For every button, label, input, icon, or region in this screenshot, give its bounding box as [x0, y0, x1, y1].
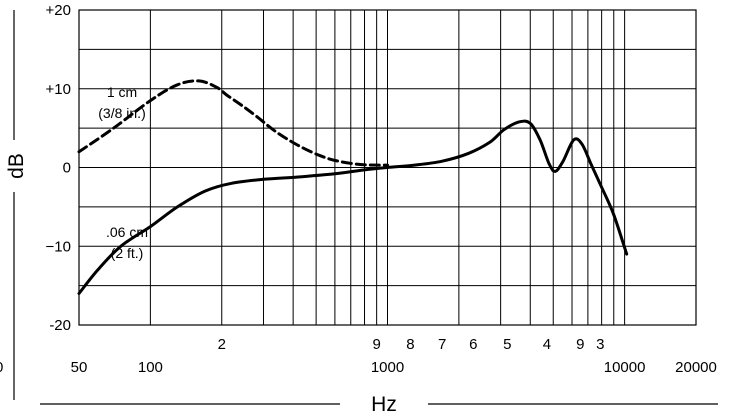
annotation-1cm-line1: 1 cm [107, 84, 137, 100]
x-minor-label: 4 [543, 336, 551, 353]
x-tick-label: 1000 [371, 359, 404, 376]
x-minor-label: 9 [576, 336, 584, 353]
annotation-1cm-line2: (3/8 in.) [98, 105, 145, 121]
curves [77, 79, 629, 295]
y-tick-label: 0 [63, 160, 71, 177]
x-tick-label: 20 [0, 359, 3, 376]
y-tick-label: +10 [46, 81, 71, 98]
curve-1cm-dashed [77, 79, 389, 167]
x-tick-label: 10000 [604, 359, 646, 376]
x-minor-label: 7 [438, 336, 446, 353]
y-axis-label: dB [5, 153, 28, 179]
y-tick-label: +20 [46, 2, 71, 19]
x-minor-label: 3 [596, 336, 604, 353]
x-minor-label: 9 [372, 336, 380, 353]
y-tick-label: −10 [46, 238, 71, 255]
curve-06cm-solid [77, 119, 629, 295]
x-tick-label: 20000 [675, 359, 717, 376]
annotation-06cm-line2: (2 ft.) [111, 245, 144, 261]
plot-frame [78, 9, 697, 326]
y-tick-label: -20 [49, 317, 71, 334]
x-minor-label: 5 [503, 336, 511, 353]
y-tick-labels: +20 +10 0 −10 -20 [46, 2, 71, 334]
x-tick-label: 50 [71, 359, 88, 376]
grid [79, 10, 696, 325]
x-axis-label: Hz [371, 393, 397, 416]
x-minor-label: 8 [406, 336, 414, 353]
x-tick-label: 100 [138, 359, 163, 376]
annotation-06cm-line1: .06 cm [106, 224, 148, 240]
x-minor-label: 6 [469, 336, 477, 353]
x-minor-label: 2 [218, 336, 226, 353]
